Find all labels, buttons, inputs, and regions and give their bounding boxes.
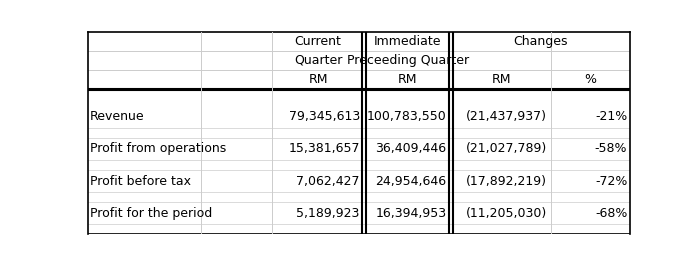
Text: RM: RM xyxy=(308,73,328,86)
Text: Quarter: Quarter xyxy=(294,54,342,67)
Text: Current: Current xyxy=(295,35,342,48)
Text: Profit from operations: Profit from operations xyxy=(90,142,227,155)
Text: Revenue: Revenue xyxy=(90,110,145,123)
Text: -58%: -58% xyxy=(595,142,627,155)
Text: 24,954,646: 24,954,646 xyxy=(375,175,447,188)
Text: Profit for the period: Profit for the period xyxy=(90,207,213,220)
Text: 100,783,550: 100,783,550 xyxy=(367,110,447,123)
Text: Immediate: Immediate xyxy=(374,35,441,48)
Text: (21,027,789): (21,027,789) xyxy=(466,142,547,155)
Text: RM: RM xyxy=(491,73,511,86)
Text: 36,409,446: 36,409,446 xyxy=(375,142,447,155)
Text: RM: RM xyxy=(398,73,417,86)
Text: (21,437,937): (21,437,937) xyxy=(466,110,547,123)
Text: -68%: -68% xyxy=(595,207,627,220)
Text: Preceeding Quarter: Preceeding Quarter xyxy=(346,54,468,67)
Text: (11,205,030): (11,205,030) xyxy=(466,207,547,220)
Text: 79,345,613: 79,345,613 xyxy=(288,110,360,123)
Text: -72%: -72% xyxy=(595,175,627,188)
Text: -21%: -21% xyxy=(595,110,627,123)
Text: Changes: Changes xyxy=(513,35,568,48)
Text: %: % xyxy=(584,73,596,86)
Text: 16,394,953: 16,394,953 xyxy=(375,207,447,220)
Text: 5,189,923: 5,189,923 xyxy=(297,207,360,220)
Text: 15,381,657: 15,381,657 xyxy=(288,142,360,155)
Text: (17,892,219): (17,892,219) xyxy=(466,175,547,188)
Text: 7,062,427: 7,062,427 xyxy=(296,175,360,188)
Text: Profit before tax: Profit before tax xyxy=(90,175,191,188)
